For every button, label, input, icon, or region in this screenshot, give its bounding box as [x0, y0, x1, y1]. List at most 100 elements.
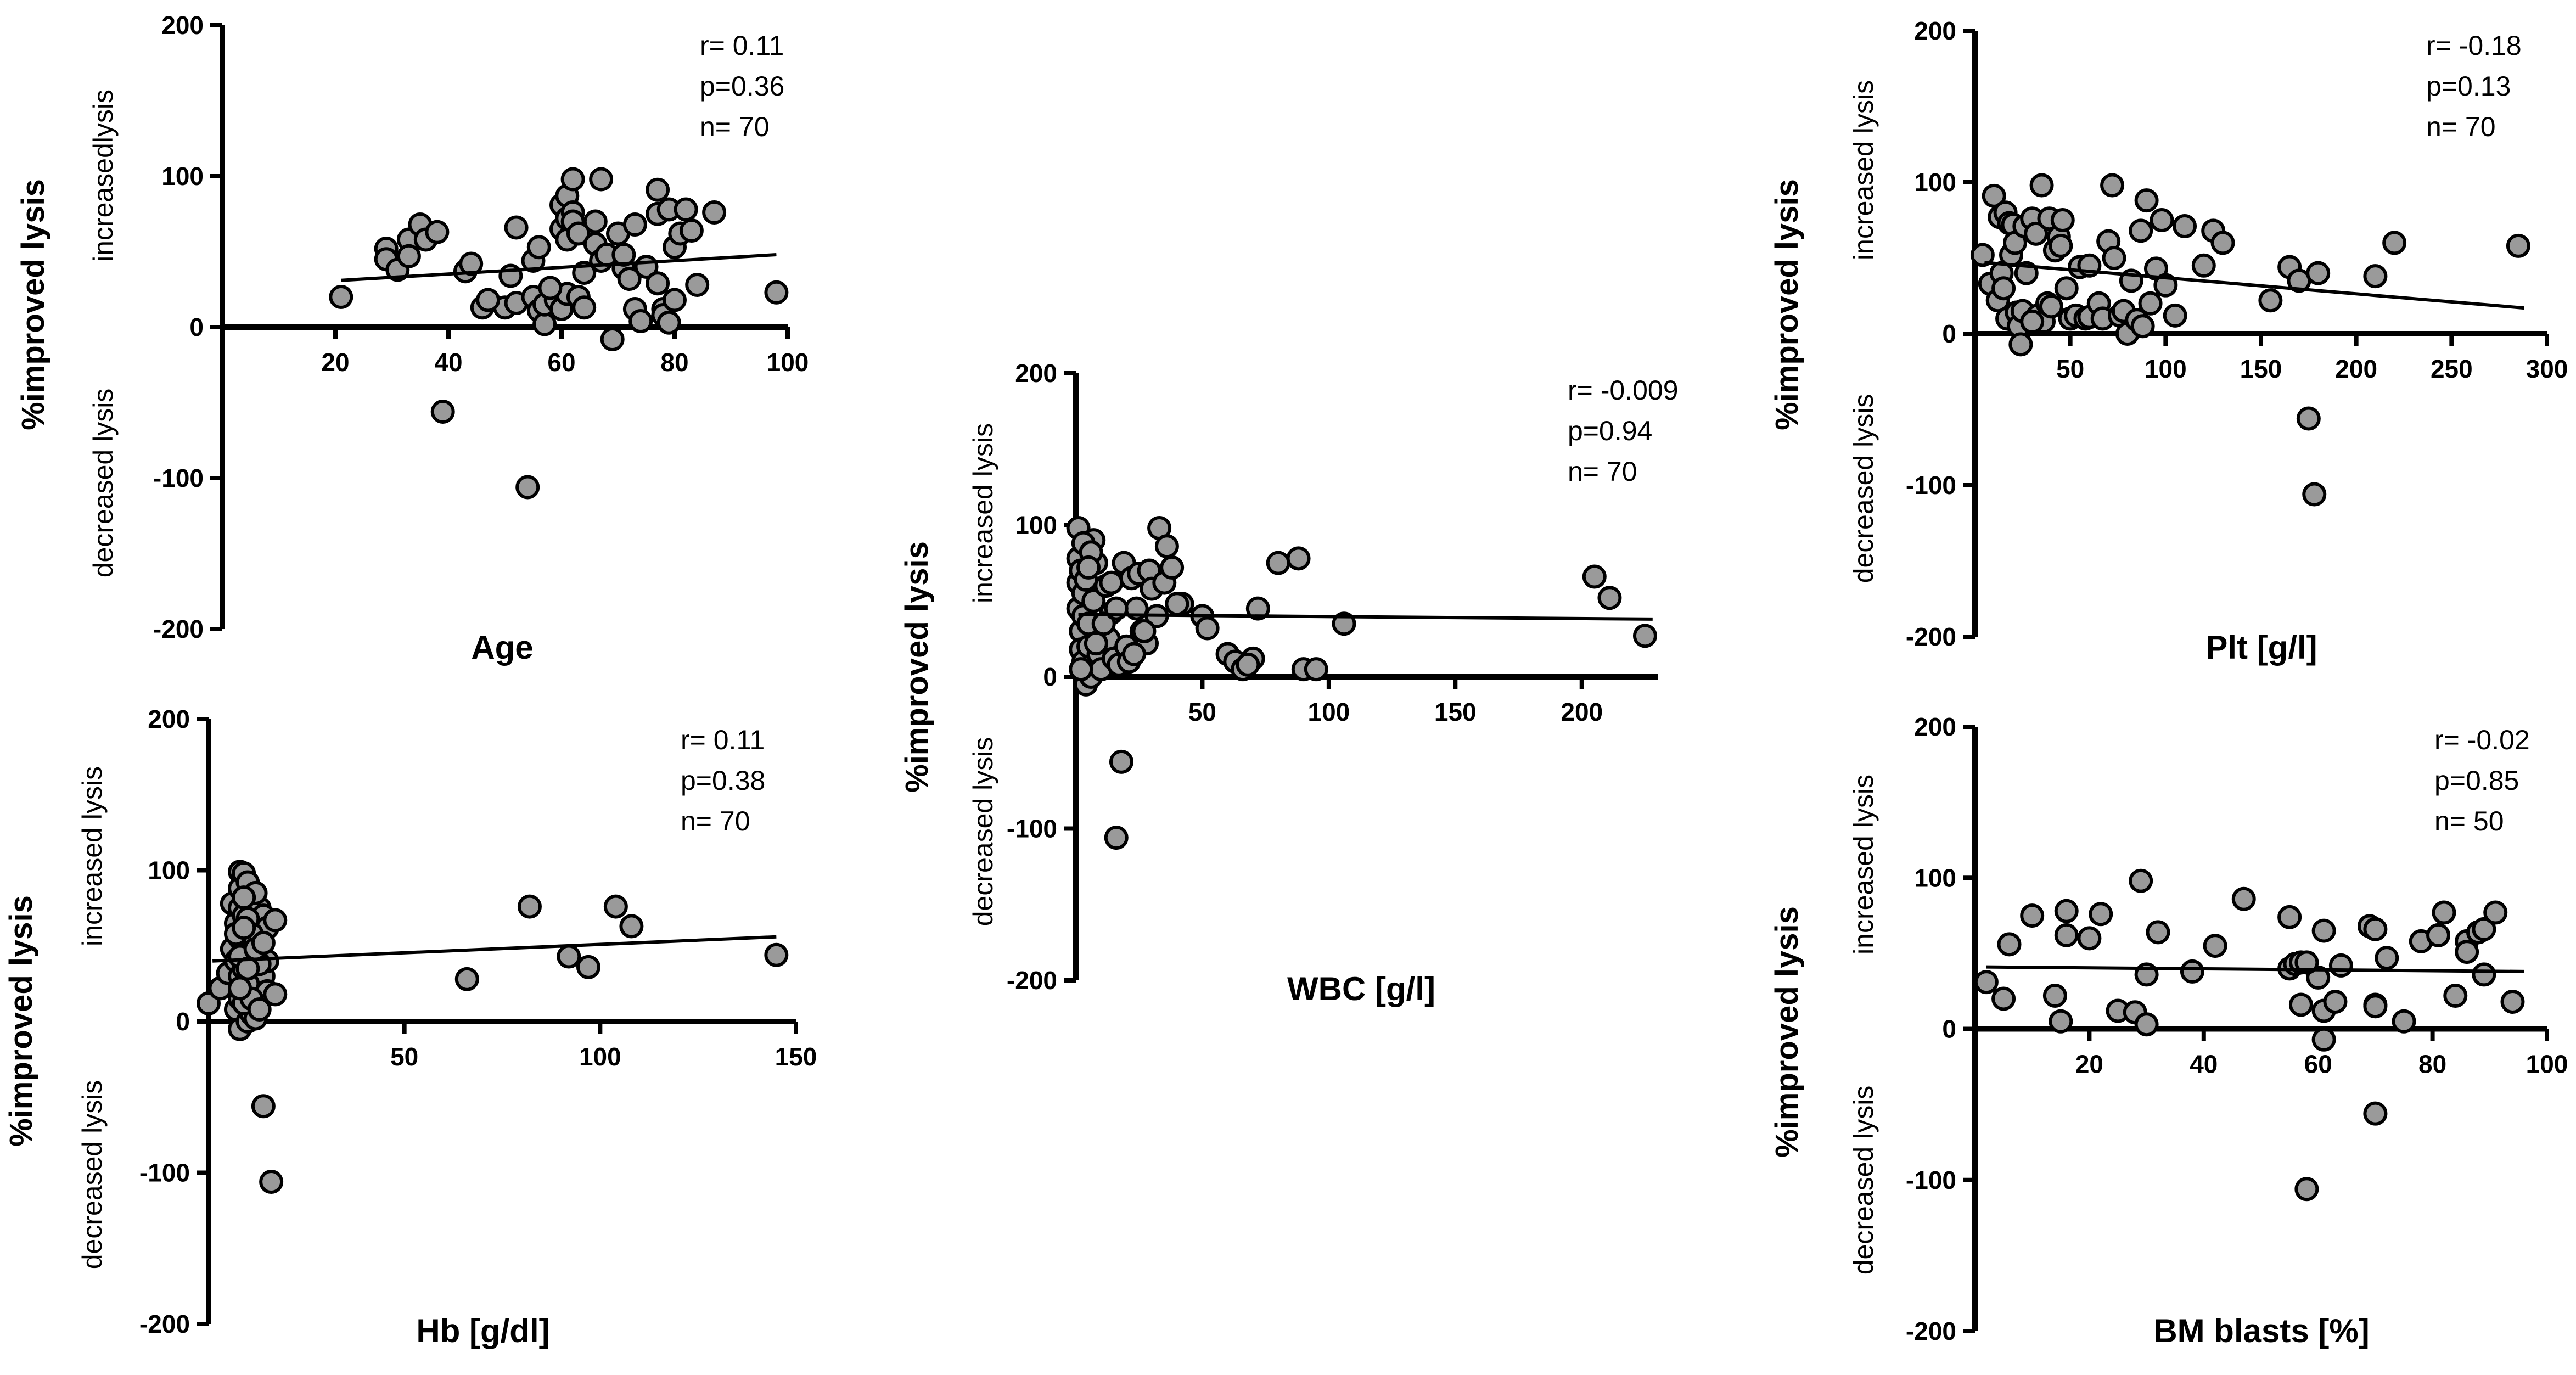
scatter-point: [2311, 918, 2336, 943]
scatter-point: [1304, 657, 1328, 682]
scatter-point: [228, 976, 252, 1001]
x-tick-label: 60: [2304, 1050, 2332, 1079]
scatter-panel-2: -200 -100 0 100 200 50 100 150 200 250 300 r= -0.18…: [1769, 16, 2568, 666]
y-tick-label: 100: [1914, 168, 1956, 197]
scatter-point: [2306, 261, 2331, 285]
y-axis-title: %improved lysis: [15, 179, 51, 430]
scatter-point: [2039, 294, 2063, 319]
scatter-point: [526, 235, 551, 260]
y-axis-decreased-label: decreased lysis: [1848, 394, 1879, 583]
scatter-point: [1997, 932, 2022, 957]
x-tick-label: 100: [1307, 698, 1350, 726]
y-tick-label: -100: [1007, 815, 1057, 843]
scatter-point: [430, 400, 455, 424]
x-axis-title: BM blasts [%]: [2153, 1312, 2369, 1349]
scatter-point: [679, 218, 704, 243]
scatter-point: [2089, 902, 2113, 927]
x-tick-label: 150: [1434, 698, 1477, 726]
y-axis-increased-label: increasedlysis: [88, 89, 119, 262]
scatter-point: [2054, 923, 2079, 947]
stat-line: r= -0.02: [2434, 725, 2530, 755]
y-tick-label: -100: [139, 1159, 190, 1187]
y-tick-label: -100: [153, 464, 204, 492]
y-axis-title: %improved lysis: [3, 895, 39, 1147]
scatter-point: [1991, 986, 2016, 1011]
x-tick-label: 100: [767, 348, 809, 377]
scatter-point: [566, 221, 591, 246]
scatter-point: [1099, 570, 1124, 595]
y-axis-title: %improved lysis: [899, 541, 935, 793]
x-tick-label: 40: [434, 348, 462, 377]
scatter-point: [2426, 923, 2451, 947]
scatter-point: [2392, 1009, 2416, 1034]
scatter-point: [1236, 652, 1260, 677]
stat-line: n= 70: [700, 111, 770, 142]
stat-line: p=0.38: [681, 765, 765, 796]
x-axis-title: Age: [471, 629, 533, 666]
scatter-point: [2472, 962, 2496, 987]
y-tick-label: 100: [161, 162, 204, 190]
scatter-point: [2077, 926, 2102, 951]
y-tick-label: 200: [1914, 16, 1956, 45]
scatter-point: [2134, 188, 2159, 213]
stat-line: r= 0.11: [681, 725, 765, 755]
scatter-point: [329, 285, 353, 309]
scatter-point: [263, 908, 288, 933]
y-axis-decreased-label: decreased lysis: [88, 389, 119, 578]
scatter-point: [2258, 288, 2283, 313]
scatter-point: [646, 271, 670, 296]
scatter-point: [259, 1170, 284, 1194]
regression-line: [212, 935, 777, 963]
y-tick-label: -200: [1906, 1317, 1956, 1345]
scatter-point: [1132, 619, 1157, 644]
scatter-point: [2138, 291, 2163, 316]
x-axis-title: Hb [g/dl]: [416, 1312, 549, 1349]
scatter-point: [532, 312, 557, 336]
scatter-point: [2100, 173, 2125, 198]
scatter-point: [622, 212, 647, 237]
scatter-point: [2163, 303, 2187, 328]
x-tick-label: 60: [547, 348, 575, 377]
scatter-point: [2024, 221, 2049, 246]
stat-line: n= 70: [2426, 111, 2496, 142]
x-tick-label: 20: [2075, 1050, 2103, 1079]
scatter-point: [557, 944, 581, 969]
scatter-point: [656, 310, 681, 335]
scatter-point: [2102, 246, 2126, 270]
scatter-point: [2130, 314, 2155, 339]
y-tick-label: 0: [1942, 1015, 1956, 1043]
x-tick-label: 150: [2240, 355, 2282, 383]
x-axis-title: Plt [g/l]: [2205, 629, 2317, 666]
scatter-point: [576, 955, 600, 979]
scatter-point: [1084, 631, 1108, 656]
scatter-point: [396, 244, 421, 268]
scatter-point: [2153, 273, 2178, 298]
scatter-point: [2302, 482, 2327, 507]
stat-line: r= 0.11: [700, 30, 784, 61]
scatter-point: [1081, 588, 1106, 613]
y-tick-label: 0: [176, 1007, 190, 1036]
scatter-point: [263, 982, 288, 1007]
scatter-point: [2173, 214, 2197, 239]
y-tick-label: 100: [148, 856, 190, 885]
x-tick-label: 250: [2431, 355, 2473, 383]
scatter-point: [504, 215, 529, 240]
stat-line: p=0.94: [1568, 416, 1652, 446]
scatter-point: [685, 273, 710, 297]
y-tick-label: -200: [1906, 622, 1956, 651]
scatter-point: [2288, 992, 2313, 1017]
scatter-point: [583, 209, 608, 234]
stat-line: n= 50: [2434, 806, 2504, 837]
scatter-point: [1195, 616, 1220, 641]
scatter-point: [2363, 994, 2388, 1019]
scatter-point: [1582, 564, 1607, 589]
scatter-panel-4: -200 -100 0 100 200 50 100 150 r= 0.11 p=0.38 n= 7…: [3, 705, 817, 1349]
y-axis-title: %improved lysis: [1769, 179, 1805, 430]
scatter-point: [538, 276, 563, 300]
scatter-point: [517, 894, 542, 919]
scatter-point: [1165, 592, 1189, 616]
scatter-point: [572, 295, 597, 320]
scatter-point: [2323, 989, 2348, 1014]
scatter-point: [2129, 868, 2153, 893]
x-tick-label: 150: [775, 1042, 817, 1071]
